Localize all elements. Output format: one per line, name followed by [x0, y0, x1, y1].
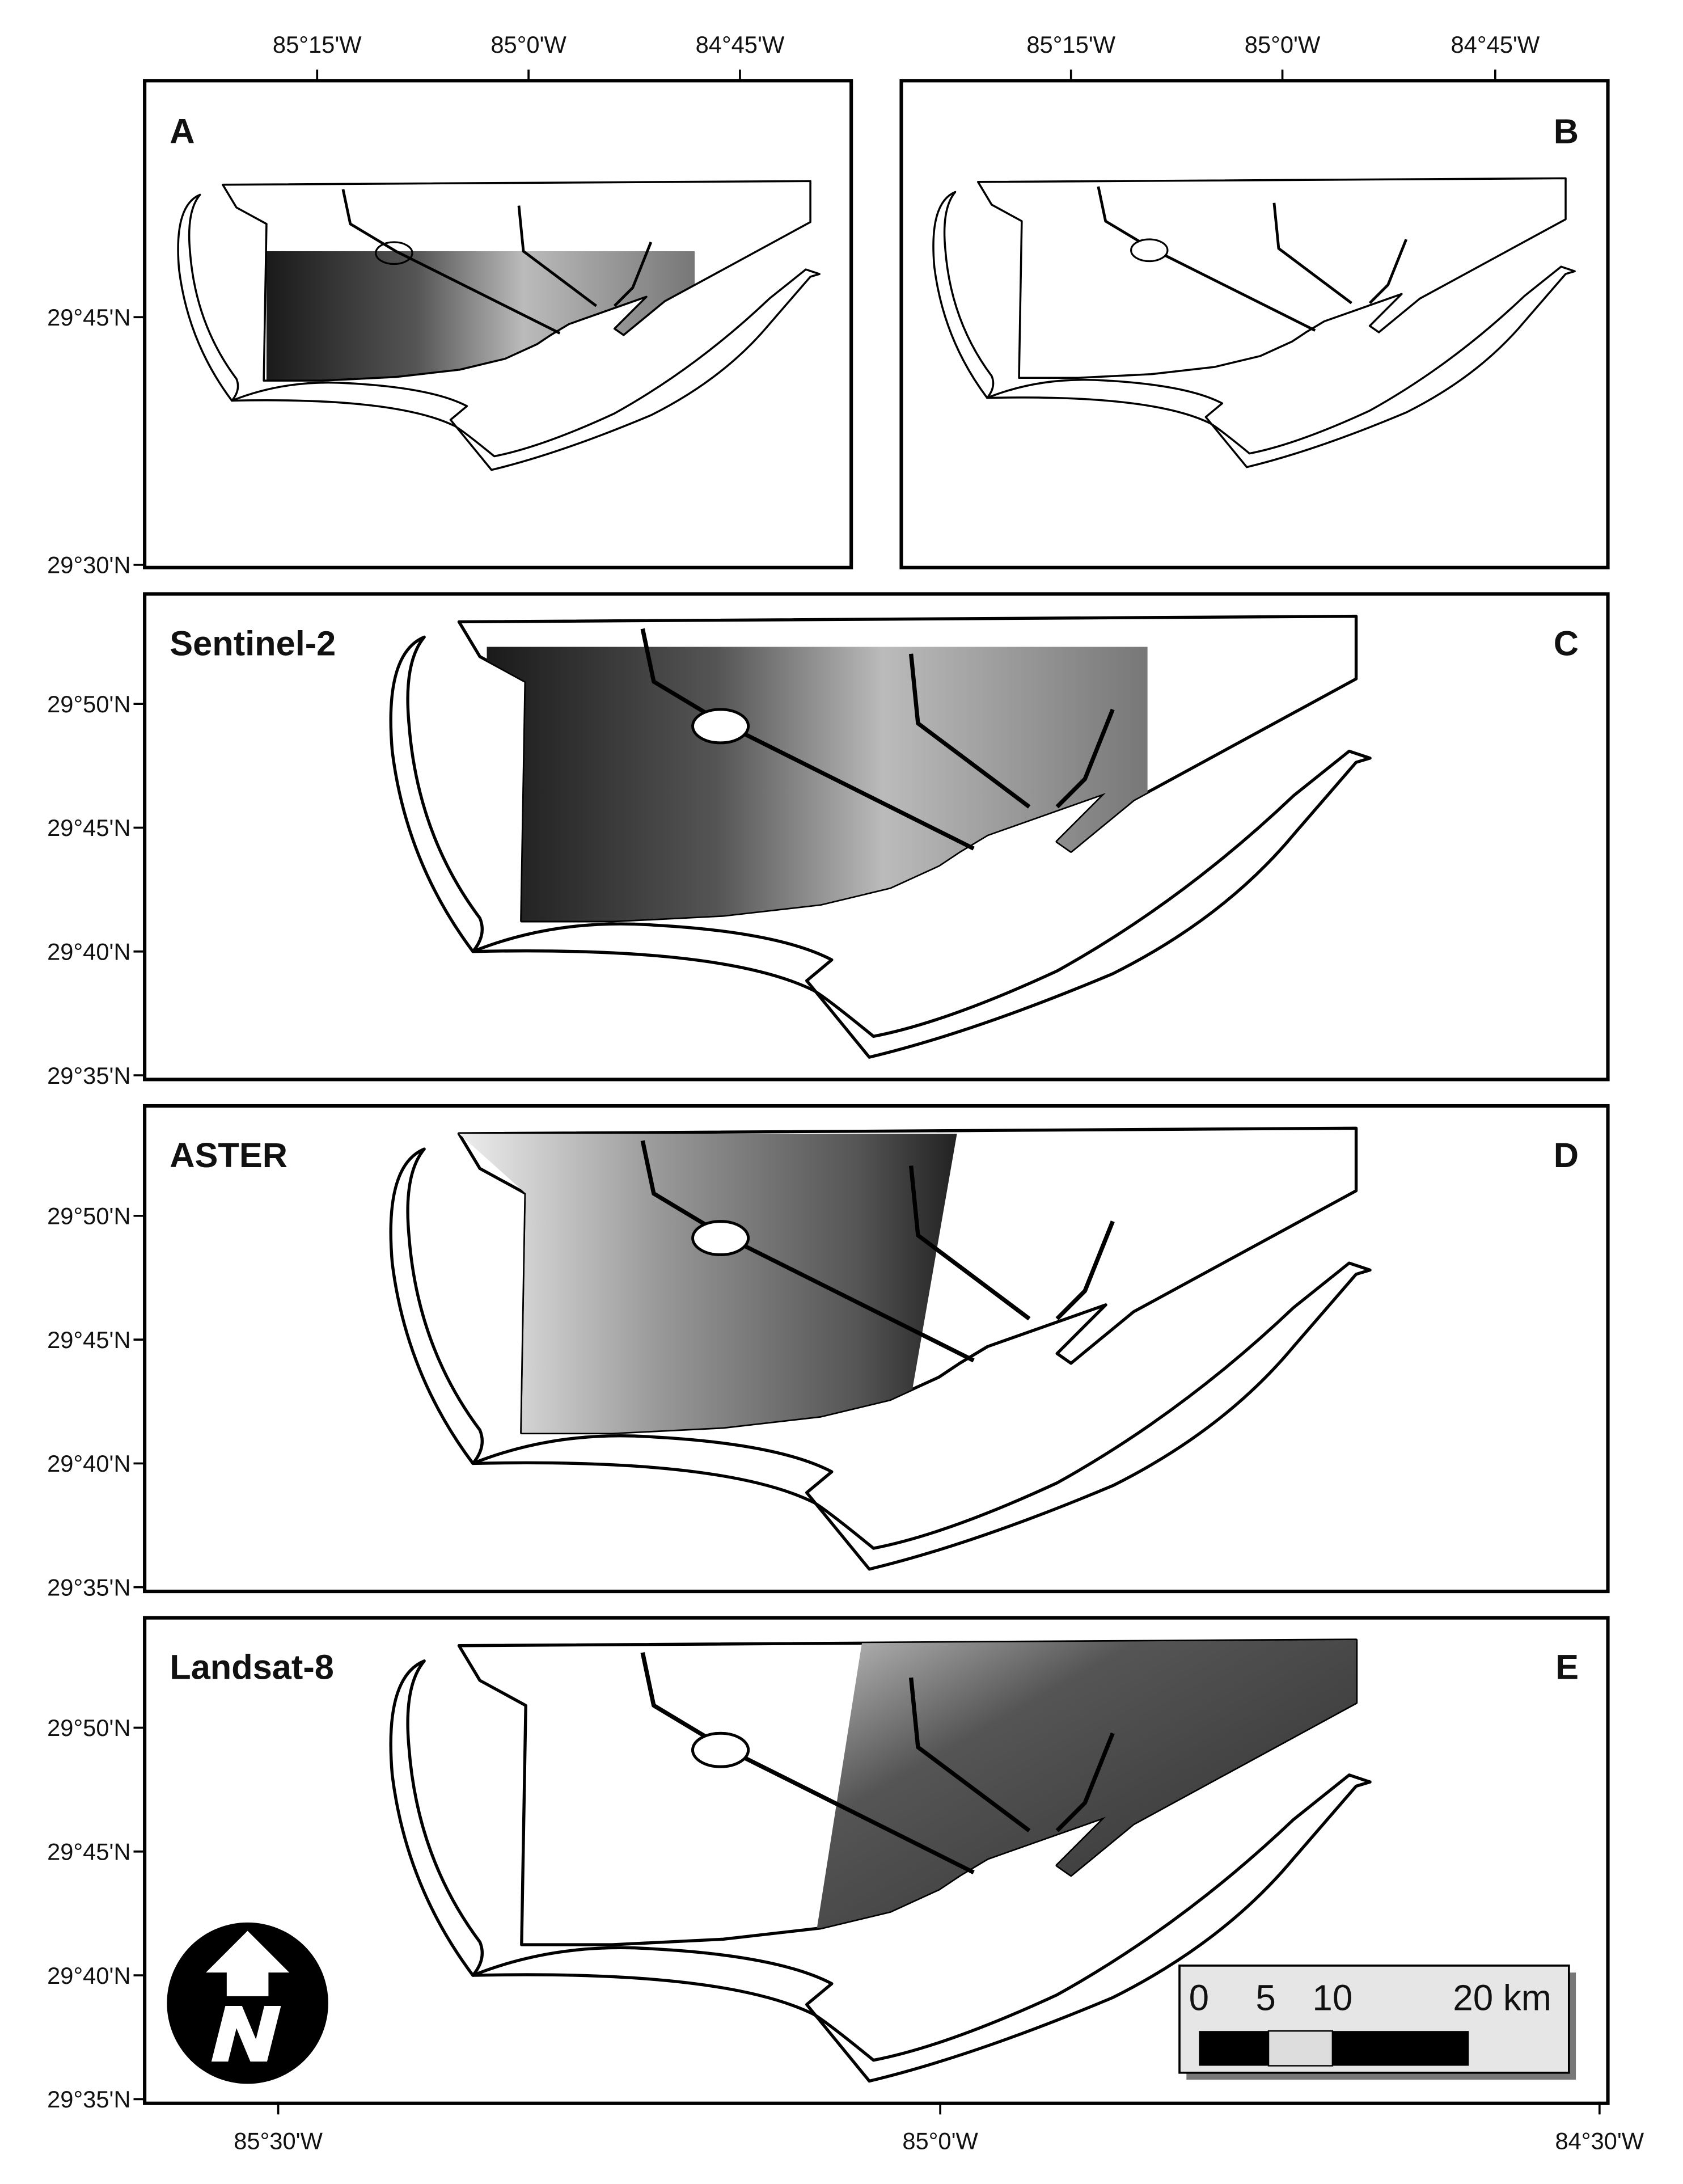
y-tick-label: 29°45'N: [47, 304, 130, 331]
x-tick-label: 84°45'W: [696, 31, 785, 58]
panel-frame: [143, 79, 853, 569]
sensor-name: ASTER: [170, 1135, 287, 1175]
y-tick-label: 29°35'N: [47, 2086, 130, 2113]
panel-label: B: [1554, 112, 1579, 151]
panel-label: E: [1555, 1647, 1579, 1687]
x-tick-label: 85°0'W: [902, 2128, 978, 2155]
map-c: [391, 616, 1370, 1058]
panel-frame: [899, 79, 1610, 569]
north-arrow: [167, 1922, 328, 2084]
y-tick-label: 29°40'N: [47, 1962, 130, 1989]
x-tick-label: 84°45'W: [1451, 31, 1540, 58]
panel-label: C: [1554, 623, 1579, 662]
panel-frame: [143, 592, 1610, 1082]
y-tick-label: 29°30'N: [47, 552, 130, 578]
map-a: [178, 181, 819, 470]
map-b: [933, 178, 1575, 467]
scale-label: 0: [1189, 1977, 1209, 2018]
x-tick-label: 84°30'W: [1555, 2128, 1644, 2155]
y-tick-label: 29°45'N: [47, 1327, 130, 1353]
panel-label: D: [1554, 1135, 1579, 1175]
y-tick-label: 29°45'N: [47, 1838, 130, 1865]
y-tick-label: 29°35'N: [47, 1574, 130, 1600]
y-tick-label: 29°40'N: [47, 1450, 130, 1477]
sensor-name: Landsat-8: [170, 1647, 334, 1687]
x-tick-label: 85°0'W: [1245, 31, 1321, 58]
panel-frame: [143, 1104, 1610, 1594]
x-tick-label: 85°15'W: [1026, 31, 1115, 58]
x-tick-label: 85°30'W: [234, 2128, 323, 2155]
y-tick-label: 29°40'N: [47, 938, 130, 965]
x-tick-label: 85°0'W: [490, 31, 566, 58]
map-d: [391, 1128, 1370, 1569]
scale-label: 5: [1255, 1977, 1275, 2018]
x-tick-label: 85°15'W: [273, 31, 362, 58]
panel-label: A: [170, 112, 194, 151]
scale-label: 20 km: [1453, 1977, 1551, 2018]
y-tick-label: 29°50'N: [47, 1714, 130, 1741]
panel-frame: [143, 1616, 1610, 2105]
y-tick-label: 29°35'N: [47, 1062, 130, 1089]
sensor-name: Sentinel-2: [170, 623, 336, 662]
scale-label: 10: [1312, 1977, 1352, 2018]
y-tick-label: 29°50'N: [47, 1203, 130, 1230]
y-tick-label: 29°45'N: [47, 814, 130, 841]
scale-bar: [1178, 1965, 1576, 2080]
y-tick-label: 29°50'N: [47, 691, 130, 717]
